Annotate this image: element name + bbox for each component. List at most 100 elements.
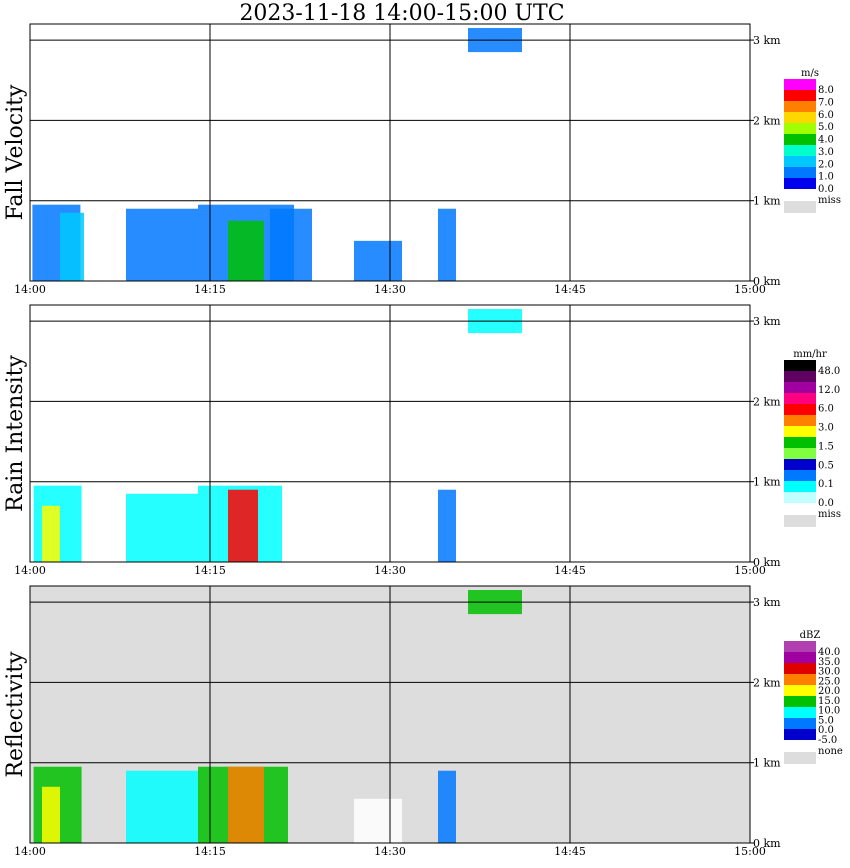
legend-unit: m/s <box>801 68 819 79</box>
precip-mark <box>438 208 456 281</box>
legend-swatch <box>784 459 816 470</box>
legend-label: 0.0 <box>818 725 834 736</box>
legend-label: 8.0 <box>818 85 834 96</box>
legend-swatch <box>784 123 816 134</box>
legend-label: 5.0 <box>818 715 834 726</box>
legend-label: 25.0 <box>818 676 840 687</box>
x-tick-label: 14:45 <box>554 845 586 858</box>
legend-swatch <box>784 652 816 663</box>
panel-ylabel: Fall Velocity <box>3 84 28 220</box>
legend-swatch <box>784 696 816 707</box>
legend-swatch <box>784 382 816 393</box>
legend-label: 4.0 <box>818 135 834 146</box>
x-tick-label: 14:15 <box>194 564 226 577</box>
precip-mark <box>126 208 198 281</box>
legend-swatch <box>784 470 816 481</box>
precip-mark <box>126 493 198 562</box>
legend-swatch <box>784 685 816 696</box>
legend-swatch <box>784 393 816 404</box>
legend-label: 6.0 <box>818 110 834 121</box>
plot-frame <box>29 585 751 844</box>
legend-label: 0.0 <box>818 498 834 509</box>
legend-swatch <box>784 101 816 112</box>
panel-ylabel: Reflectivity <box>3 651 28 778</box>
x-tick-label: 14:45 <box>554 564 586 577</box>
legend-unit: mm/hr <box>793 349 827 360</box>
chart-title: 2023-11-18 14:00-15:00 UTC <box>239 1 564 26</box>
legend-label: 12.0 <box>818 385 840 396</box>
legend-swatch <box>784 426 816 437</box>
legend-miss-label: none <box>818 746 843 757</box>
legend-swatch <box>784 718 816 729</box>
legend-swatch <box>784 134 816 145</box>
legend-swatch <box>784 156 816 167</box>
x-tick-label: 14:00 <box>14 845 46 858</box>
legend-swatch <box>784 79 816 90</box>
x-tick-label: 14:30 <box>374 845 406 858</box>
x-tick-label: 15:00 <box>734 845 766 858</box>
y-tick-label: 2 km <box>753 395 781 408</box>
legend-miss-label: miss <box>818 195 841 206</box>
legend-swatch <box>784 167 816 178</box>
legend-label: 5.0 <box>818 122 834 133</box>
y-tick-label: 0 km <box>753 275 781 288</box>
legend-label: 0.0 <box>818 184 834 195</box>
x-tick-label: 15:00 <box>734 283 766 296</box>
legend-label: 15.0 <box>818 696 840 707</box>
x-tick-label: 14:00 <box>14 564 46 577</box>
legend-miss-swatch <box>784 515 816 527</box>
precip-mark <box>438 770 456 843</box>
legend-swatch <box>784 145 816 156</box>
legend-swatch <box>784 663 816 674</box>
legend-label: 6.0 <box>818 404 834 415</box>
legend-swatch <box>784 90 816 101</box>
legend-label: 40.0 <box>818 647 840 658</box>
precip-mark <box>354 798 402 843</box>
legend-swatch <box>784 729 816 740</box>
legend-label: 30.0 <box>818 667 840 678</box>
legend-label: -5.0 <box>818 735 837 746</box>
legend-swatch <box>784 641 816 652</box>
y-tick-label: 0 km <box>753 556 781 569</box>
legend-label: 0.1 <box>818 479 834 490</box>
plot-frame <box>29 304 751 563</box>
panel-3: 0 km 1 km 2 km 3 km 14:00 14:15 14:30 14:45 15:0… <box>3 585 843 858</box>
precip-mark <box>42 505 60 562</box>
legend-swatch <box>784 437 816 448</box>
plot-frame <box>29 23 751 282</box>
precip-mark <box>354 240 402 281</box>
legend-label: 3.0 <box>818 423 834 434</box>
legend-swatch <box>784 448 816 459</box>
legend-miss-swatch <box>784 752 816 764</box>
panel-1: 0 km 1 km 2 km 3 km 14:00 14:15 14:30 14:45 15:0… <box>3 23 841 296</box>
y-tick-label: 1 km <box>753 757 781 770</box>
precip-mark <box>60 212 84 281</box>
x-tick-label: 14:30 <box>374 283 406 296</box>
legend-label: 7.0 <box>818 97 834 108</box>
x-tick-label: 14:45 <box>554 283 586 296</box>
x-tick-label: 14:15 <box>194 283 226 296</box>
precip-mark <box>438 489 456 562</box>
legend-label: 0.5 <box>818 460 834 471</box>
legend-label: 3.0 <box>818 147 834 158</box>
legend-swatch <box>784 112 816 123</box>
x-tick-label: 14:00 <box>14 283 46 296</box>
y-tick-label: 3 km <box>753 315 781 328</box>
y-tick-label: 1 km <box>753 195 781 208</box>
legend-swatch <box>784 481 816 492</box>
x-tick-label: 15:00 <box>734 564 766 577</box>
legend-miss-swatch <box>784 201 816 213</box>
legend-label: 10.0 <box>818 706 840 717</box>
precip-mark <box>228 766 264 843</box>
legend-miss-label: miss <box>818 509 841 520</box>
precip-mark <box>270 208 312 281</box>
legend-unit: dBZ <box>800 630 821 641</box>
legend-swatch <box>784 178 816 189</box>
panel-ylabel: Rain Intensity <box>3 354 28 511</box>
legend-label: 20.0 <box>818 686 840 697</box>
y-tick-label: 2 km <box>753 114 781 127</box>
legend-label: 1.5 <box>818 441 834 452</box>
x-tick-label: 14:15 <box>194 845 226 858</box>
precip-mark <box>228 220 264 281</box>
